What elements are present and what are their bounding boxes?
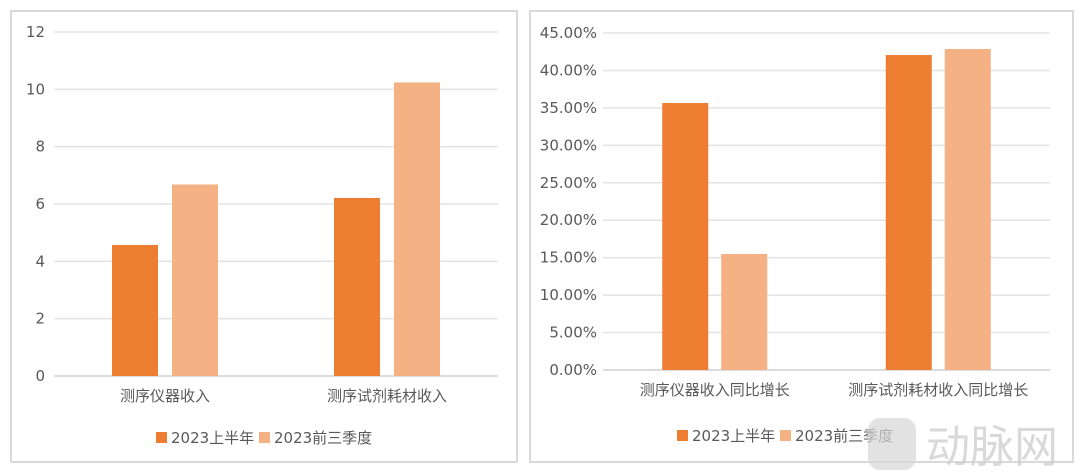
y-tick-label: 6 xyxy=(35,195,45,213)
category-label: 测序仪器收入 xyxy=(120,387,210,405)
legend-swatch-q3-icon xyxy=(780,430,791,441)
legend-swatch-h1-icon xyxy=(677,430,688,441)
left-bar-chart: 0 2 4 6 8 10 12 测序仪器收入 测序试剂耗材收入 2023上半年 2023前三季度 xyxy=(26,23,498,447)
y-tick-label: 4 xyxy=(35,252,45,270)
legend-label-h1: 2023上半年 xyxy=(692,427,775,445)
y-tick-label: 0.00% xyxy=(549,361,597,379)
bar-h1-2023[interactable] xyxy=(112,244,158,376)
bar-h1-2023[interactable] xyxy=(885,55,932,370)
y-tick-label: 0 xyxy=(35,367,45,385)
y-tick-label: 10.00% xyxy=(540,286,597,304)
right-chart-panel: 0.00% 5.00% 10.00% 15.00% 20.00% 25.00% 30.00%… xyxy=(529,10,1074,463)
bar-q1-q3-2023[interactable] xyxy=(172,184,218,376)
y-tick-label: 5.00% xyxy=(549,324,597,342)
y-tick-label: 2 xyxy=(35,310,45,328)
legend-label-q3: 2023前三季度 xyxy=(795,427,893,445)
y-tick-label: 8 xyxy=(35,138,45,156)
legend-swatch-h1-icon xyxy=(156,432,167,443)
y-tick-label: 12 xyxy=(26,23,45,41)
y-tick-label: 10 xyxy=(26,80,45,98)
right-bar-chart: 0.00% 5.00% 10.00% 15.00% 20.00% 25.00% 30.00%… xyxy=(540,24,1050,445)
category-label: 测序仪器收入同比增长 xyxy=(640,381,790,399)
y-tick-label: 35.00% xyxy=(540,99,597,117)
bar-q1-q3-2023[interactable] xyxy=(944,49,991,371)
y-tick-label: 40.00% xyxy=(540,61,597,79)
y-tick-label: 15.00% xyxy=(540,249,597,267)
y-tick-label: 25.00% xyxy=(540,174,597,192)
bar-q1-q3-2023[interactable] xyxy=(394,82,440,376)
bar-h1-2023[interactable] xyxy=(334,197,380,376)
y-tick-label: 30.00% xyxy=(540,136,597,154)
legend-label-h1: 2023上半年 xyxy=(171,429,254,447)
left-chart-panel: 0 2 4 6 8 10 12 测序仪器收入 测序试剂耗材收入 2023上半年 2023前三季度 xyxy=(10,10,518,463)
category-label: 测序试剂耗材收入 xyxy=(327,387,447,405)
y-tick-label: 20.00% xyxy=(540,211,597,229)
bar-q1-q3-2023[interactable] xyxy=(721,253,768,370)
y-tick-label: 45.00% xyxy=(540,24,597,42)
category-label: 测序试剂耗材收入同比增长 xyxy=(848,381,1028,399)
bar-h1-2023[interactable] xyxy=(662,103,709,370)
legend-label-q3: 2023前三季度 xyxy=(274,429,372,447)
legend-swatch-q3-icon xyxy=(259,432,270,443)
